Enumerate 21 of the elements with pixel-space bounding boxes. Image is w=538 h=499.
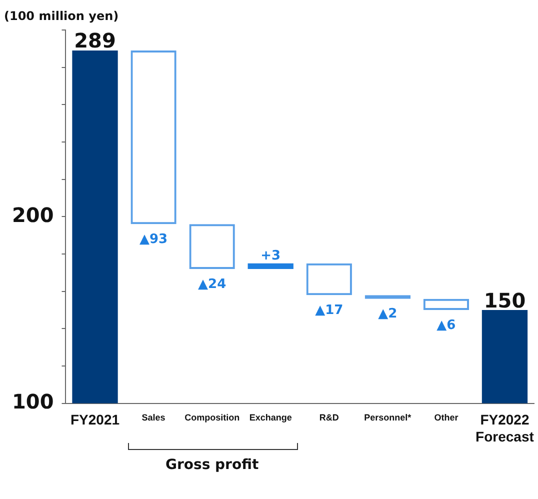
data-label: ▲24 xyxy=(198,276,226,292)
data-label: ▲17 xyxy=(315,302,344,318)
y-axis-title: (100 million yen) xyxy=(4,9,119,23)
y-tick-label: 100 xyxy=(12,390,54,414)
y-tick-label: 200 xyxy=(12,202,54,227)
x-tick-label: FY2021 xyxy=(70,412,120,428)
text: Gross profit xyxy=(165,457,259,474)
bar xyxy=(248,263,294,269)
data-label: 289 xyxy=(74,28,116,53)
x-tick-label: Personnel* xyxy=(364,412,412,422)
x-tick-label: Exchange xyxy=(249,412,292,422)
x-tick-label: Composition xyxy=(184,412,240,422)
x-tick-label: R&D xyxy=(319,412,340,422)
x-tick-label: Other xyxy=(434,412,459,422)
x-tick-label: Sales xyxy=(142,412,166,422)
data-label: ▲6 xyxy=(436,318,456,333)
x-tick-label: FY2022 Forecast xyxy=(476,412,534,444)
data-label: ▲93 xyxy=(140,232,168,248)
data-label: ▲2 xyxy=(378,306,398,322)
data-label: 150 xyxy=(484,288,526,312)
data-label: +3 xyxy=(260,248,281,264)
